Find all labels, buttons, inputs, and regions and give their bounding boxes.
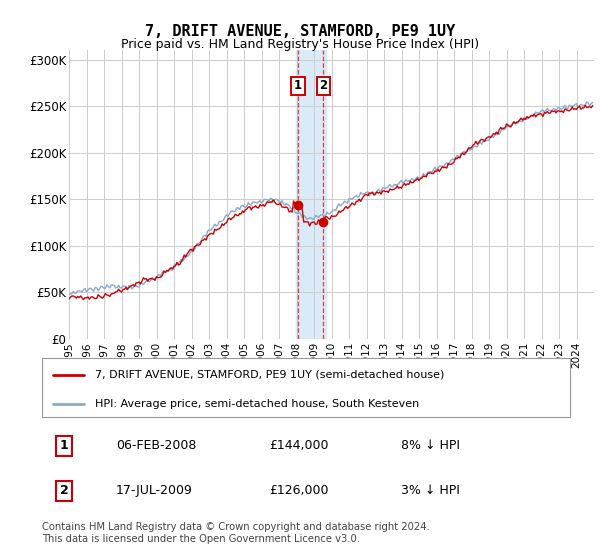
Text: 06-FEB-2008: 06-FEB-2008 [116, 440, 196, 452]
Text: 7, DRIFT AVENUE, STAMFORD, PE9 1UY (semi-detached house): 7, DRIFT AVENUE, STAMFORD, PE9 1UY (semi… [95, 370, 444, 380]
Text: Contains HM Land Registry data © Crown copyright and database right 2024.
This d: Contains HM Land Registry data © Crown c… [42, 522, 430, 544]
Text: 2: 2 [319, 80, 328, 92]
Text: 2: 2 [60, 484, 68, 497]
Text: 7, DRIFT AVENUE, STAMFORD, PE9 1UY: 7, DRIFT AVENUE, STAMFORD, PE9 1UY [145, 24, 455, 39]
Text: 3% ↓ HPI: 3% ↓ HPI [401, 484, 460, 497]
Text: £144,000: £144,000 [269, 440, 329, 452]
Text: 1: 1 [60, 440, 68, 452]
Text: 17-JUL-2009: 17-JUL-2009 [116, 484, 193, 497]
Text: HPI: Average price, semi-detached house, South Kesteven: HPI: Average price, semi-detached house,… [95, 399, 419, 409]
Text: £126,000: £126,000 [269, 484, 329, 497]
Text: 8% ↓ HPI: 8% ↓ HPI [401, 440, 460, 452]
Text: 1: 1 [294, 80, 302, 92]
Text: Price paid vs. HM Land Registry's House Price Index (HPI): Price paid vs. HM Land Registry's House … [121, 38, 479, 51]
Bar [296, 50, 326, 339]
